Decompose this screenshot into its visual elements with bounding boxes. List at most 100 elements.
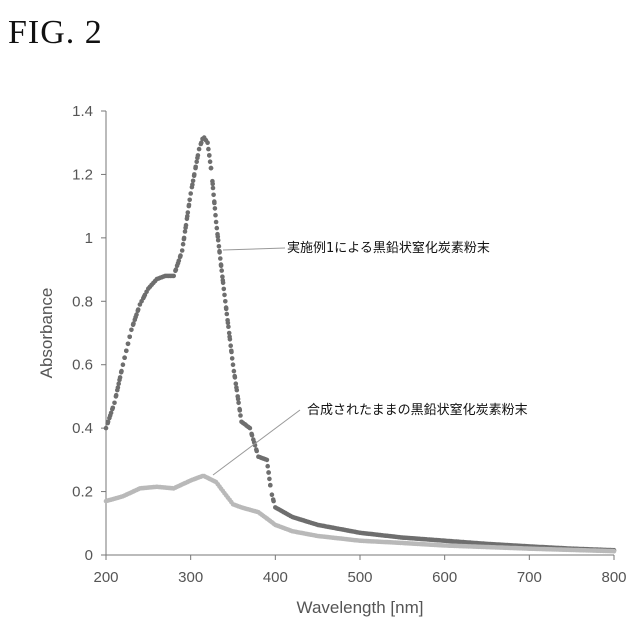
series-1 [104,474,617,554]
data-point [233,375,238,380]
data-point [234,381,239,386]
data-point [215,226,220,231]
y-tick-label: 0.8 [72,293,93,310]
annotation-label: 合成されたままの黒鉛状窒化炭素粉末 [307,402,528,418]
data-point [184,223,189,228]
y-tick-label: 1.4 [72,103,93,120]
data-point [124,349,129,354]
data-point [187,204,192,209]
data-point [121,362,126,367]
y-tick-label: 1.2 [72,166,93,183]
data-point [612,549,617,554]
data-point [228,343,233,348]
data-point [115,388,120,393]
data-point [209,166,214,171]
data-point [208,159,213,164]
series-0 [104,135,617,552]
data-point [225,318,230,323]
x-tick-label: 800 [601,569,626,586]
data-point [108,413,113,418]
data-point [133,315,138,320]
data-point [127,335,132,340]
x-tick-label: 300 [178,569,203,586]
data-point [118,375,123,380]
annotation-label: 実施例1による黒鉛状窒化炭素粉末 [287,240,490,256]
data-point [174,267,179,272]
data-point [222,293,227,298]
data-point [225,312,230,317]
data-point [213,206,218,211]
data-point [218,256,223,261]
data-point [232,369,237,374]
data-point [217,250,222,255]
data-point [190,185,195,190]
data-point [217,244,222,249]
data-point [238,413,243,418]
annotation-leader-line [223,248,285,250]
data-point [267,477,272,482]
data-point [268,483,273,488]
data-point [250,433,255,438]
data-point [235,394,240,399]
x-tick-label: 400 [263,569,288,586]
data-point [236,401,241,406]
data-point [131,321,136,326]
data-point [142,294,147,299]
x-axis-label: Wavelength [nm] [297,598,424,617]
data-point [265,516,270,521]
data-point [223,299,228,304]
data-point [214,220,219,225]
annotations: 実施例1による黒鉛状窒化炭素粉末合成されたままの黒鉛状窒化炭素粉末 [213,240,528,475]
data-point [206,147,211,152]
data-point [226,324,231,329]
data-point [219,268,224,273]
data-point [178,255,183,260]
data-point [248,426,253,431]
data-point [110,407,115,412]
data-point [197,147,202,152]
data-point [237,407,242,412]
data-point [216,238,221,243]
data-point [186,210,191,215]
data-point [185,217,190,222]
data-point [199,140,204,145]
data-point [188,191,193,196]
data-point [211,193,216,198]
data-point [207,153,212,158]
annotation-leader-line [213,410,300,475]
data-point [227,331,232,336]
data-point [183,229,188,234]
data-point [265,464,270,469]
data-point [192,172,197,177]
data-point [191,179,196,184]
data-point [266,470,271,475]
y-tick-label: 1 [85,230,93,247]
data-point [181,242,186,247]
y-tick-label: 0.6 [72,357,93,374]
data-point [211,186,216,191]
y-tick-label: 0 [85,547,93,564]
data-point [171,274,176,279]
data-point [270,492,275,497]
data-point [182,236,187,241]
x-tick-label: 700 [517,569,542,586]
x-tick-label: 200 [93,569,118,586]
data-point [104,426,109,431]
data-point [210,179,215,184]
data-point [230,356,235,361]
data-point [112,401,117,406]
data-point [116,381,121,386]
data-point [176,261,181,266]
data-point [222,287,227,292]
data-point [129,328,134,333]
data-point [205,140,210,145]
data-point [228,337,233,342]
data-point [114,394,119,399]
data-marks [104,135,617,553]
data-point [221,281,226,286]
data-point [196,153,201,158]
data-point [212,199,217,204]
data-point [126,342,131,347]
data-point [219,262,224,267]
